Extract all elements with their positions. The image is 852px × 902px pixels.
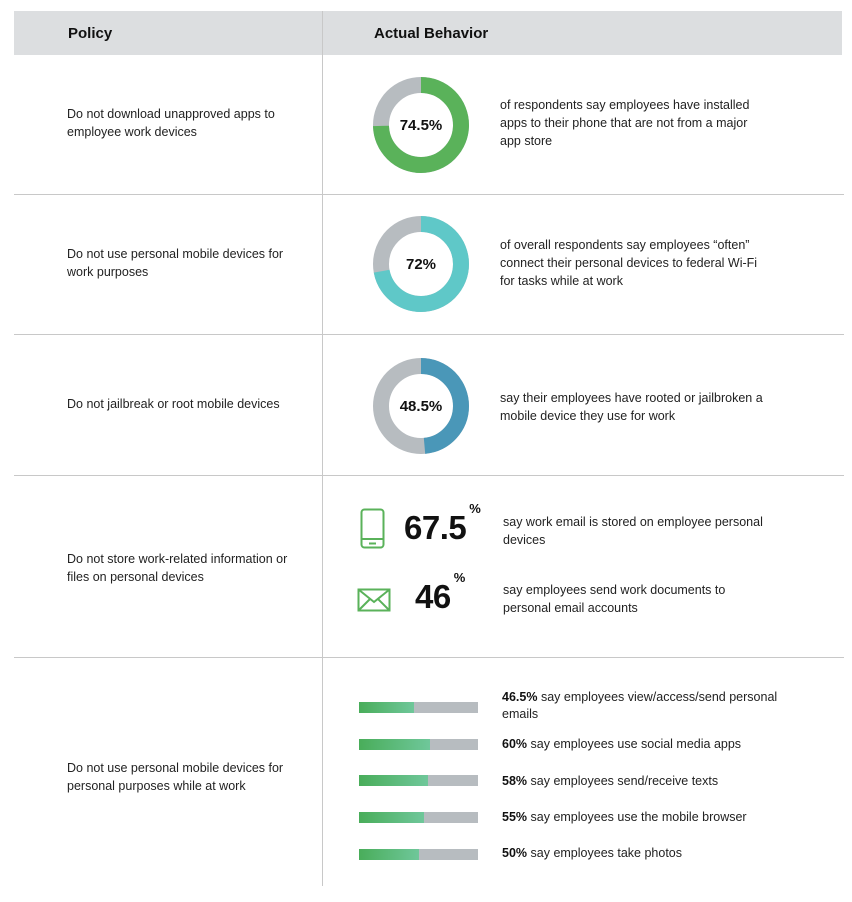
donut-label: 72% [406,256,436,273]
stat-description: say work email is stored on employee per… [503,515,763,547]
row-divider [14,334,844,335]
behavior-description: of respondents say employees have instal… [500,98,750,148]
bar-label: 58% say employees send/receive texts [502,774,719,788]
policy-text: Do not jailbreak or root mobile devices [67,397,280,411]
progress-fill [359,812,425,823]
progress-fill [359,849,419,860]
progress-fill [359,739,431,750]
stat-value: 46% [415,570,465,615]
policy-text: Do not store work-related information or… [67,552,288,584]
envelope-icon [357,588,391,612]
bar-label: 55% say employees use the mobile browser [502,810,747,824]
bar-label: 50% say employees take photos [502,846,682,860]
policy-text: Do not download unapproved apps to emplo… [67,107,275,139]
behavior-description: of overall respondents say employees “of… [500,238,758,288]
behavior-description: say their employees have rooted or jailb… [500,391,763,423]
bar-label: 46.5% say employees view/access/send per… [502,690,778,721]
row-divider [14,475,844,476]
table-header: Policy Actual Behavior [14,11,842,55]
progress-bar [359,849,478,860]
donut-label: 48.5% [400,398,443,415]
progress-fill [359,702,415,713]
row-divider [14,194,844,195]
phone-icon [360,508,385,549]
donut-chart: 74.5% [373,77,469,173]
progress-bar [359,739,478,750]
header-policy: Policy [68,25,113,42]
donut-chart: 48.5% [373,358,469,454]
donut-value-arc [373,77,469,173]
stat-description: say employees send work documents to per… [503,583,726,615]
progress-bar [359,702,478,713]
progress-bar [359,812,478,823]
progress-fill [359,775,429,786]
policy-text: Do not use personal mobile devices for w… [67,247,284,279]
stat-value: 67.5% [404,501,481,546]
donut-value-arc [373,216,469,312]
bar-label: 60% say employees use social media apps [502,737,742,751]
donut-value-arc [373,358,469,454]
donut-label: 74.5% [400,117,443,134]
progress-bar [359,775,478,786]
header-actual-behavior: Actual Behavior [374,25,489,42]
column-divider [322,11,323,886]
donut-chart: 72% [373,216,469,312]
policy-text: Do not use personal mobile devices for p… [67,761,284,793]
row-divider [14,657,844,658]
